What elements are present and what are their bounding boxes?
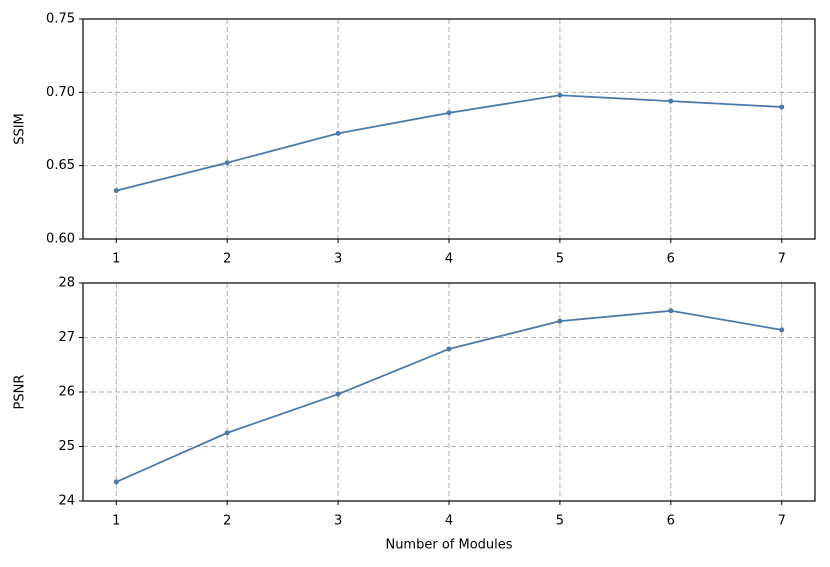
x-tick-label: 3 bbox=[334, 252, 342, 267]
x-tick-label: 1 bbox=[112, 514, 120, 529]
y-tick-label: 24 bbox=[58, 494, 75, 509]
x-tick-label: 2 bbox=[223, 252, 231, 267]
point bbox=[668, 308, 674, 314]
point bbox=[779, 104, 785, 110]
x-tick-label: 3 bbox=[334, 514, 342, 529]
y-tick-label: 27 bbox=[58, 330, 75, 345]
x-tick-label: 4 bbox=[445, 514, 453, 529]
y-tick-label: 0.65 bbox=[46, 158, 75, 173]
x-tick-label: 1 bbox=[112, 252, 120, 267]
y-tick-label: 28 bbox=[58, 276, 75, 291]
y-tick-label: 0.75 bbox=[46, 12, 75, 27]
point bbox=[224, 430, 230, 436]
y-axis-label: PSNR bbox=[13, 375, 28, 410]
x-tick-label: 4 bbox=[445, 252, 453, 267]
y-axis-label: SSIM bbox=[13, 113, 28, 145]
y-tick-label: 26 bbox=[58, 385, 75, 400]
x-tick-label: 7 bbox=[778, 252, 786, 267]
point bbox=[224, 160, 230, 166]
axes-frame bbox=[82, 18, 816, 240]
y-tick-label: 25 bbox=[58, 439, 75, 454]
point bbox=[557, 92, 563, 98]
axes-frame bbox=[82, 282, 816, 502]
point bbox=[113, 479, 119, 485]
point bbox=[335, 130, 341, 136]
y-tick-label: 0.70 bbox=[46, 85, 75, 100]
point bbox=[668, 98, 674, 104]
point bbox=[779, 327, 785, 333]
point bbox=[446, 346, 452, 352]
x-tick-label: 6 bbox=[667, 514, 675, 529]
point bbox=[113, 188, 119, 194]
x-tick-label: 6 bbox=[667, 252, 675, 267]
y-tick-label: 0.60 bbox=[46, 232, 75, 247]
point bbox=[557, 318, 563, 324]
x-tick-label: 5 bbox=[556, 514, 564, 529]
x-tick-label: 2 bbox=[223, 514, 231, 529]
x-tick-label: 5 bbox=[556, 252, 564, 267]
x-axis-label: Number of Modules bbox=[385, 538, 512, 553]
point bbox=[335, 391, 341, 397]
point bbox=[446, 110, 452, 116]
x-tick-label: 7 bbox=[778, 514, 786, 529]
